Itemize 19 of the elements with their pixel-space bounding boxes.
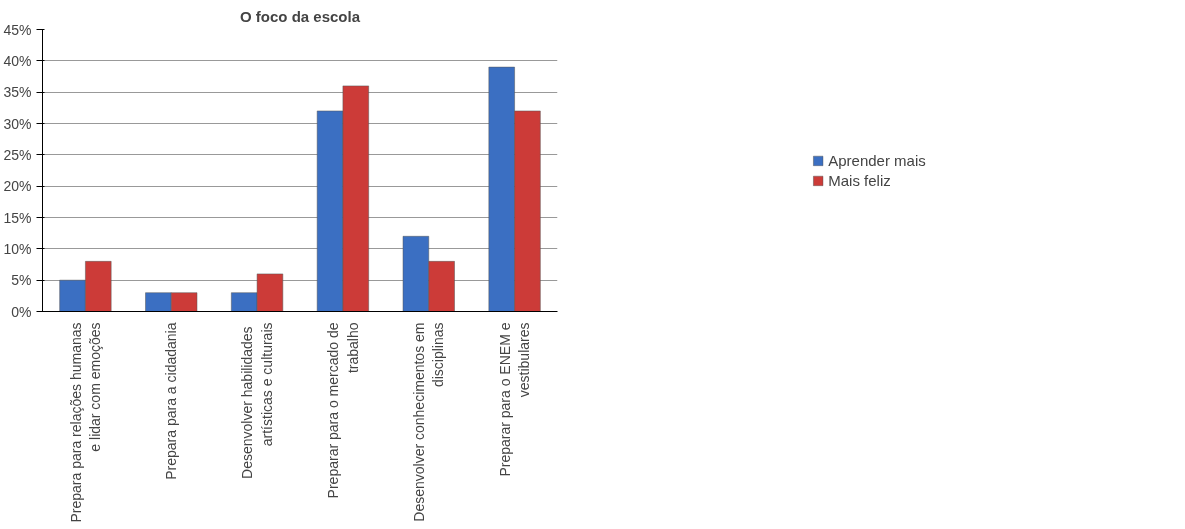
y-tick-label: 10% bbox=[3, 240, 32, 257]
y-tick-label: 30% bbox=[3, 115, 32, 132]
x-tick-label: Preparar para o ENEM e vestibulares bbox=[496, 322, 533, 477]
x-tick-label: Desenvolver conhecimentos em disciplinas bbox=[411, 322, 447, 522]
y-tick-label: 0% bbox=[11, 303, 32, 320]
legend-label: Aprender mais bbox=[828, 151, 926, 169]
y-tick-label: 15% bbox=[3, 209, 32, 226]
legend-label: Mais feliz bbox=[828, 171, 891, 189]
x-tick-label: Prepara para a cidadania bbox=[163, 322, 180, 480]
x-tick-label: Preparar para o mercado de trabalho bbox=[325, 322, 361, 499]
y-tick-label: 20% bbox=[3, 178, 32, 195]
chart-title: O foco da escola bbox=[239, 7, 361, 25]
y-tick-label: 45% bbox=[3, 21, 32, 38]
y-tick-label: 40% bbox=[3, 52, 32, 69]
x-tick-label: Prepara para relações humanas e lidar com emoções bbox=[67, 322, 104, 523]
x-tick-label: Desenvolver habilidades artísticas e culturais bbox=[239, 322, 275, 479]
y-tick-label: 25% bbox=[3, 146, 32, 163]
y-tick-label: 5% bbox=[11, 272, 32, 289]
y-tick-label: 35% bbox=[3, 84, 32, 101]
